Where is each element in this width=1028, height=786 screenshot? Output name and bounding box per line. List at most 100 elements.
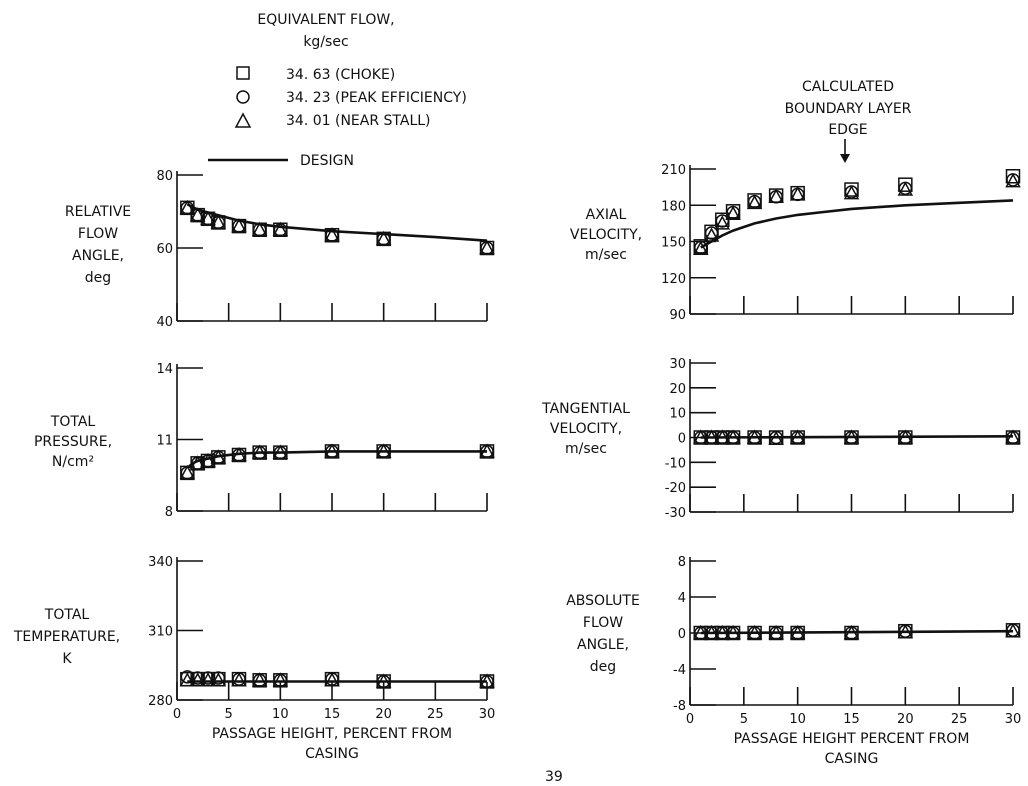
triangle-marker — [200, 210, 216, 226]
legend-title-line2: kg/sec — [303, 34, 348, 50]
triangle-marker — [210, 214, 227, 229]
page-number: 39 — [545, 769, 563, 785]
circle-marker — [715, 214, 730, 228]
panel-absolute-flow-angle: 840-4-80 5 10 15 20 25 30ABSOLUTEFLOWANGLE,deg… — [566, 555, 1021, 767]
triangle-marker — [324, 672, 340, 687]
x-axis-label: CASING — [305, 746, 359, 762]
y-axis-label: m/sec — [565, 441, 607, 457]
triangle-marker — [1005, 623, 1021, 638]
chart-panels: 806040RELATIVEFLOWANGLE,deg14118TOTALPRE… — [13, 163, 1021, 767]
legend-circle-marker — [236, 90, 250, 104]
design-line — [186, 450, 487, 470]
legend-title-line1: EQUIVALENT FLOW, — [257, 12, 394, 28]
x-tick-label: 10 — [272, 707, 289, 722]
circle-marker — [180, 670, 195, 684]
y-tick-label: -20 — [665, 481, 686, 496]
triangle-marker — [272, 444, 289, 459]
triangle-marker — [251, 672, 268, 687]
y-axis-label: m/sec — [585, 247, 627, 263]
triangle-marker — [324, 227, 340, 242]
y-tick-label: 150 — [661, 236, 686, 251]
triangle-marker — [251, 221, 268, 236]
x-tick-label: 15 — [324, 707, 341, 722]
y-axis-label: FLOW — [78, 226, 118, 242]
x-tick-label: 20 — [897, 712, 914, 727]
y-axis-label: RELATIVE — [65, 204, 131, 220]
legend-item-stall: 34. 01 (NEAR STALL) — [286, 113, 431, 129]
triangle-marker — [714, 429, 731, 444]
triangle-marker — [703, 429, 720, 444]
triangle-marker — [179, 672, 196, 687]
y-tick-label: 8 — [165, 505, 173, 520]
y-tick-label: 90 — [669, 308, 686, 323]
triangle-marker — [189, 207, 206, 222]
triangle-marker — [703, 227, 720, 242]
triangle-marker — [210, 672, 227, 687]
triangle-marker — [272, 672, 289, 687]
triangle-marker — [725, 205, 741, 220]
y-tick-label: 11 — [156, 434, 173, 449]
x-tick-label: 5 — [225, 707, 233, 722]
triangle-marker — [189, 672, 206, 687]
y-tick-label: 0 — [678, 432, 686, 447]
triangle-marker — [746, 194, 763, 210]
triangle-marker — [210, 449, 227, 464]
panel-tangential-velocity: 30 20 10 0 -10 -20 -30 TANGENTIAL VELOCITY, m/sec — [541, 357, 1021, 521]
triangle-marker — [746, 429, 763, 444]
triangle-marker — [897, 181, 914, 196]
x-tick-label: 25 — [951, 712, 968, 727]
y-tick-label: -30 — [665, 506, 686, 521]
triangle-marker — [897, 624, 914, 639]
y-tick-label: 40 — [156, 315, 173, 330]
y-tick-label: 180 — [661, 199, 686, 214]
triangle-marker — [375, 230, 392, 246]
y-tick-label: -4 — [673, 663, 686, 678]
y-tick-label: 20 — [669, 382, 686, 397]
square-marker — [1005, 169, 1021, 184]
y-tick-label: 280 — [148, 694, 173, 709]
y-axis-label: PRESSURE, — [34, 434, 112, 450]
triangle-marker — [375, 443, 392, 458]
triangle-marker — [843, 185, 860, 200]
x-tick-label: 25 — [427, 707, 444, 722]
triangle-marker — [789, 186, 806, 201]
x-tick-label: 0 — [173, 707, 181, 722]
y-tick-label: 8 — [678, 555, 686, 570]
panel-total-pressure: 14 11 8 TOTAL PRESSURE, N/cm² — [34, 362, 495, 520]
triangle-marker — [231, 672, 247, 687]
y-axis-label: TANGENTIAL — [541, 401, 630, 417]
triangle-marker — [693, 240, 709, 255]
legend-item-peak: 34. 23 (PEAK EFFICIENCY) — [286, 90, 467, 106]
y-axis-label: TOTAL — [44, 607, 90, 623]
x-tick-label: 5 — [740, 712, 748, 727]
triangle-marker — [725, 429, 741, 444]
triangle-marker — [746, 624, 763, 640]
triangle-marker — [179, 464, 196, 480]
y-axis-label: deg — [85, 270, 111, 286]
square-marker — [898, 177, 913, 192]
x-tick-label: 0 — [686, 712, 694, 727]
triangle-marker — [189, 455, 206, 470]
x-tick-label: 20 — [375, 707, 392, 722]
triangle-marker — [479, 673, 495, 688]
circle-marker — [704, 226, 719, 240]
square-marker — [844, 182, 859, 197]
x-axis-label: PASSAGE HEIGHT, PERCENT FROM — [212, 726, 452, 742]
y-axis-label: VELOCITY, — [570, 227, 642, 243]
triangle-marker — [200, 672, 216, 687]
y-axis-label: deg — [590, 659, 616, 675]
triangle-marker — [843, 429, 860, 444]
legend-item-choke: 34. 63 (CHOKE) — [286, 67, 395, 83]
triangle-marker — [703, 624, 720, 640]
triangle-marker — [789, 624, 806, 640]
circle-marker — [190, 671, 205, 685]
y-tick-label: 340 — [148, 555, 173, 570]
triangle-marker — [768, 430, 784, 445]
triangle-marker — [1005, 429, 1021, 444]
triangle-marker — [725, 624, 741, 640]
x-axis-label: CASING — [825, 751, 879, 767]
y-axis-label: ANGLE, — [72, 248, 124, 264]
y-tick-label: 30 — [669, 357, 686, 372]
y-axis-label: ANGLE, — [577, 637, 629, 653]
legend-triangle-marker — [234, 112, 252, 128]
